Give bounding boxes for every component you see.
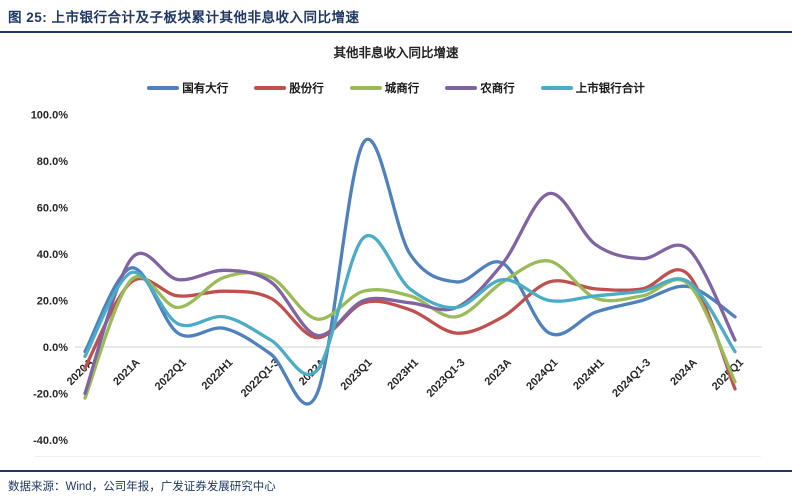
chart-title: 其他非息收入同比增速 xyxy=(333,46,459,60)
legend-line-swatch xyxy=(349,86,382,90)
figure-header: 图 25: 上市银行合计及子板块累计其他非息收入同比增速 xyxy=(0,0,792,33)
x-axis-tick-label: 2023Q1-3 xyxy=(424,357,467,400)
plot-bottom-edge xyxy=(35,456,761,457)
legend-line-swatch xyxy=(147,86,180,90)
y-axis-tick-label: 60.0% xyxy=(37,203,68,215)
legend-item-4: 上市银行合计 xyxy=(540,80,645,96)
legend-line-swatch xyxy=(254,86,287,90)
legend-label: 上市银行合计 xyxy=(575,83,645,95)
figure-title: 图 25: 上市银行合计及子板块累计其他非息收入同比增速 xyxy=(8,10,360,25)
x-axis-tick-label: 2022Q1-3 xyxy=(239,357,282,400)
legend-line-swatch xyxy=(540,86,573,90)
figure-bottom-border xyxy=(0,470,792,472)
legend-item-2: 城商行 xyxy=(349,80,420,96)
legend-label: 国有大行 xyxy=(182,83,229,95)
x-axis-tick-label: 2023H1 xyxy=(385,357,421,393)
series-line-1 xyxy=(83,268,737,391)
x-axis-tick-label: 2024A xyxy=(668,357,699,388)
x-axis-tick-label: 2022Q1 xyxy=(153,357,189,393)
x-axis-tick-label: 2023A xyxy=(483,357,514,388)
legend-label: 股份行 xyxy=(289,83,324,95)
legend-item-3: 农商行 xyxy=(445,80,515,96)
x-axis-tick-label: 2024Q1-3 xyxy=(610,357,653,400)
series-line-0 xyxy=(83,137,737,406)
legend-item-0: 国有大行 xyxy=(147,80,228,96)
legend-line-swatch xyxy=(445,86,478,90)
x-axis-tick-label: 2021A xyxy=(111,357,142,388)
series-line-2 xyxy=(83,259,737,400)
y-axis-tick-label: -40.0% xyxy=(33,435,68,447)
y-axis-tick-label: 80.0% xyxy=(37,156,68,168)
y-axis-tick-label: 0.0% xyxy=(43,342,68,354)
x-axis-tick-label: 2024Q1 xyxy=(524,357,560,393)
series-line-3 xyxy=(83,191,737,396)
x-axis-tick-label: 2022H1 xyxy=(200,357,236,393)
data-source-note: 数据来源：Wind，公司年报，广发证券发展研究中心 xyxy=(8,481,276,493)
series-line-4 xyxy=(83,233,737,377)
y-axis-tick-label: 40.0% xyxy=(37,249,68,261)
y-axis-tick-label: -20.0% xyxy=(33,389,68,401)
legend-label: 城商行 xyxy=(384,83,420,95)
x-axis-tick-label: 2023Q1 xyxy=(339,357,375,393)
chart-legend: 国有大行 股份行 城商行 农商行 上市银行合计 xyxy=(0,80,792,96)
y-axis-tick-label: 100.0% xyxy=(31,110,69,122)
legend-label: 农商行 xyxy=(480,83,515,95)
x-axis-tick-label: 2024H1 xyxy=(571,357,607,393)
y-axis-tick-label: 20.0% xyxy=(37,296,68,308)
legend-item-1: 股份行 xyxy=(254,80,324,96)
